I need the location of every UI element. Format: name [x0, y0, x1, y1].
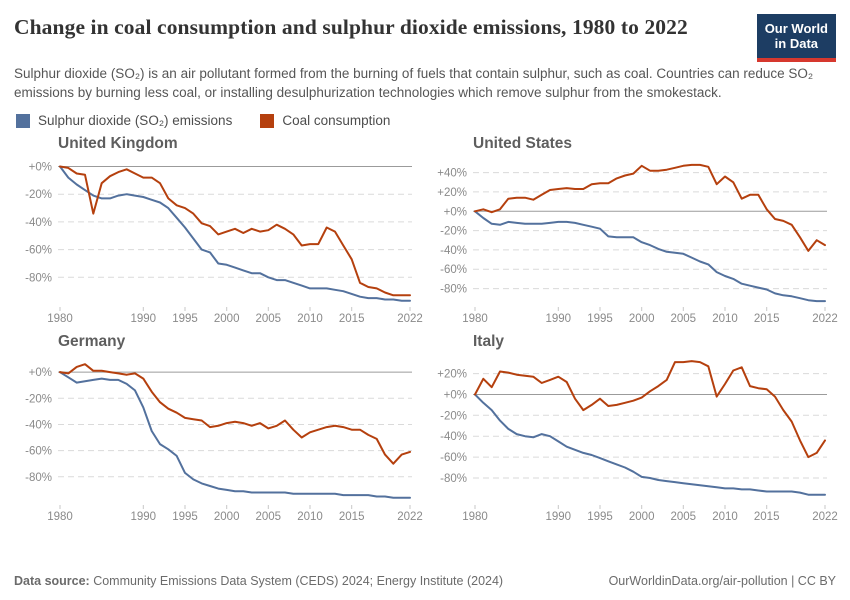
svg-text:2005: 2005 [256, 313, 282, 325]
svg-text:1995: 1995 [172, 511, 198, 523]
data-source-text: Community Emissions Data System (CEDS) 2… [89, 574, 504, 588]
svg-text:-80%: -80% [440, 284, 467, 296]
svg-text:1990: 1990 [546, 313, 572, 325]
svg-text:2010: 2010 [712, 511, 738, 523]
svg-text:+20%: +20% [437, 369, 467, 381]
owid-logo-line2: in Data [774, 36, 819, 52]
svg-text:-40%: -40% [440, 431, 467, 443]
svg-text:+40%: +40% [437, 168, 467, 180]
chart-united-kingdom[interactable]: +0% -20% -40% -60% -80% 1980 1990 1995 2000 2005 2… [14, 156, 423, 326]
svg-text:+0%: +0% [444, 207, 467, 219]
svg-text:2010: 2010 [297, 511, 323, 523]
charts-grid: United Kingdom +0% -20% -40% -60% -80% 1980 19… [14, 130, 838, 523]
svg-text:2010: 2010 [712, 313, 738, 325]
svg-text:-20%: -20% [25, 189, 52, 201]
svg-text:2015: 2015 [754, 511, 780, 523]
coal-color-swatch-icon [260, 113, 275, 128]
svg-text:+0%: +0% [29, 162, 52, 174]
svg-text:-20%: -20% [440, 226, 467, 238]
svg-text:-80%: -80% [25, 273, 52, 285]
svg-text:2005: 2005 [671, 313, 697, 325]
legend-label-so2: Sulphur dioxide (SO₂) emissions [38, 113, 233, 129]
svg-text:2022: 2022 [812, 511, 838, 523]
svg-text:1990: 1990 [131, 313, 157, 325]
panel-title-united-kingdom: United Kingdom [58, 135, 178, 153]
svg-text:-40%: -40% [440, 245, 467, 257]
panel-united-kingdom: United Kingdom +0% -20% -40% -60% -80% 1980 19… [14, 130, 423, 326]
svg-text:2000: 2000 [629, 511, 655, 523]
svg-text:-60%: -60% [440, 452, 467, 464]
svg-text:1995: 1995 [587, 511, 613, 523]
svg-text:2010: 2010 [297, 313, 323, 325]
svg-text:1980: 1980 [47, 511, 73, 523]
svg-text:-80%: -80% [440, 473, 467, 485]
so2-color-swatch-icon [16, 113, 30, 128]
svg-text:2005: 2005 [256, 511, 282, 523]
svg-text:2000: 2000 [214, 511, 240, 523]
svg-text:+0%: +0% [29, 367, 52, 379]
legend: Sulphur dioxide (SO₂) emissions Coal con… [16, 113, 836, 128]
svg-text:2015: 2015 [339, 313, 365, 325]
svg-text:2022: 2022 [397, 313, 423, 325]
svg-text:1995: 1995 [587, 313, 613, 325]
svg-text:-40%: -40% [25, 217, 52, 229]
owid-logo-line1: Our World [764, 21, 828, 36]
chart-italy[interactable]: +20% +0% -20% -40% -60% -80% 1980 1990 1995 2000 2… [429, 354, 838, 523]
credit-link[interactable]: OurWorldinData.org/air-pollution | CC BY [608, 574, 836, 588]
svg-text:+20%: +20% [437, 187, 467, 199]
data-source-label: Data source: [14, 574, 90, 588]
legend-item-so2: Sulphur dioxide (SO₂) emissions [16, 113, 232, 128]
svg-text:2000: 2000 [214, 313, 240, 325]
panel-title-united-states: United States [473, 135, 573, 153]
svg-text:-60%: -60% [25, 446, 52, 458]
svg-text:2022: 2022 [812, 313, 838, 325]
panel-title-germany: Germany [58, 333, 126, 351]
svg-text:1995: 1995 [172, 313, 198, 325]
svg-text:-60%: -60% [25, 245, 52, 257]
chart-germany[interactable]: +0% -20% -40% -60% -80% 1980 1990 1995 2000 2005 2… [14, 354, 423, 523]
svg-text:1980: 1980 [462, 313, 488, 325]
svg-text:-80%: -80% [25, 472, 52, 484]
svg-text:2005: 2005 [671, 511, 697, 523]
svg-text:1980: 1980 [47, 313, 73, 325]
svg-text:+0%: +0% [444, 390, 467, 402]
footer: Data source: Community Emissions Data Sy… [14, 570, 836, 588]
svg-text:1990: 1990 [131, 511, 157, 523]
panel-germany: Germany +0% -20% -40% -60% -80% 1980 1990 1995 2… [14, 328, 423, 523]
svg-text:2022: 2022 [397, 511, 423, 523]
svg-text:2015: 2015 [754, 313, 780, 325]
svg-text:-40%: -40% [25, 420, 52, 432]
svg-text:-20%: -20% [25, 394, 52, 406]
svg-text:1980: 1980 [462, 511, 488, 523]
chart-united-states[interactable]: +40% +20% +0% -20% -40% -60% -80% 1980 1990 1995 2… [429, 156, 838, 325]
panel-italy: Italy +20% +0% -20% -40% -60% -80% 1980 1990 199… [429, 328, 838, 523]
svg-text:1990: 1990 [546, 511, 572, 523]
data-source: Data source: Community Emissions Data Sy… [14, 574, 503, 588]
legend-label-coal: Coal consumption [282, 113, 391, 129]
panel-title-italy: Italy [473, 333, 505, 351]
owid-logo[interactable]: Our World in Data [756, 14, 836, 62]
svg-text:-20%: -20% [440, 411, 467, 423]
legend-item-coal: Coal consumption [260, 113, 390, 128]
svg-text:2000: 2000 [629, 313, 655, 325]
chart-subtitle: Sulphur dioxide (SO₂) is an air pollutan… [14, 65, 814, 100]
svg-text:-60%: -60% [440, 264, 467, 276]
svg-text:2015: 2015 [339, 511, 365, 523]
page-title: Change in coal consumption and sulphur d… [14, 15, 688, 39]
panel-united-states: United States +40% +20% +0% -20% -40% -60% -80… [429, 130, 838, 325]
header: Change in coal consumption and sulphur d… [14, 12, 836, 62]
